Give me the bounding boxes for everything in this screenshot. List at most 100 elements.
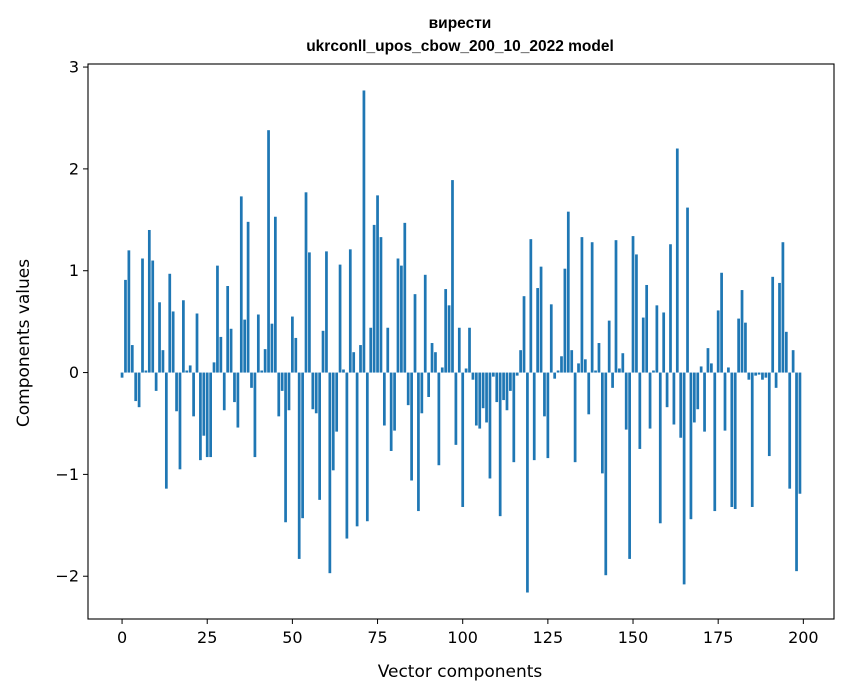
bar-30: [222, 372, 226, 411]
x-tick-label: 25: [197, 628, 217, 647]
bar-61: [328, 372, 332, 574]
bar-158: [658, 372, 662, 524]
bar-100: [461, 372, 465, 507]
bar-88: [420, 372, 424, 414]
bar-50: [291, 316, 294, 373]
bar-183: [744, 322, 747, 373]
bar-33: [233, 372, 236, 403]
bar-184: [747, 372, 751, 380]
bar-113: [505, 372, 509, 411]
bar-55: [308, 252, 311, 373]
bar-36: [243, 319, 247, 373]
bar-198: [795, 372, 798, 572]
bar-52: [297, 372, 301, 559]
bar-74: [372, 224, 376, 373]
bar-65: [342, 369, 345, 373]
bar-8: [147, 229, 151, 373]
bar-78: [386, 327, 390, 373]
bar-169: [696, 372, 700, 410]
bar-181: [737, 318, 740, 373]
bar-166: [686, 207, 689, 373]
bar-147: [621, 353, 625, 373]
bar-19: [185, 370, 189, 373]
bar-188: [761, 372, 764, 380]
bar-197: [791, 350, 795, 373]
bar-160: [665, 372, 669, 408]
bar-168: [692, 372, 696, 423]
bar-146: [618, 368, 621, 373]
plot-frame: [87, 63, 835, 620]
bar-77: [382, 372, 386, 426]
bar-54: [304, 192, 308, 373]
bar-44: [270, 323, 274, 373]
bar-73: [369, 327, 373, 373]
bar-79: [389, 372, 393, 451]
bar-173: [710, 363, 713, 373]
bar-76: [379, 237, 383, 373]
bar-171: [703, 372, 706, 432]
bar-29: [219, 336, 223, 373]
bar-195: [784, 331, 788, 373]
bar-69: [355, 372, 359, 527]
bar-37: [246, 221, 250, 373]
bar-15: [171, 311, 175, 373]
y-tick-label: 2: [69, 159, 79, 178]
bar-143: [607, 320, 611, 373]
bar-75: [376, 195, 379, 373]
bar-91: [430, 343, 434, 373]
bar-190: [767, 372, 771, 457]
bar-180: [733, 372, 737, 510]
bar-59: [321, 330, 325, 373]
bar-86: [413, 294, 417, 373]
bar-40: [256, 314, 260, 373]
bar-60: [325, 251, 328, 373]
bar-177: [723, 372, 727, 431]
x-axis-ticks: 0 25 50 75 100 125 150 175 200: [117, 619, 819, 647]
bar-93: [437, 372, 441, 466]
bar-179: [730, 372, 734, 507]
x-tick-label: 50: [282, 628, 302, 647]
bar-145: [614, 240, 618, 373]
bar-5: [137, 372, 141, 408]
bar-89: [423, 274, 427, 373]
bar-87: [417, 372, 420, 512]
bar-85: [410, 372, 413, 481]
bar-20: [188, 365, 192, 373]
bar-1: [124, 279, 127, 373]
bar-112: [502, 372, 505, 401]
bar-142: [604, 372, 608, 576]
bar-120: [529, 239, 533, 373]
bar-109: [492, 372, 495, 377]
bar-191: [771, 276, 775, 373]
bar-46: [277, 372, 281, 417]
bar-102: [468, 327, 471, 373]
bar-34: [236, 372, 240, 428]
bar-135: [580, 237, 584, 373]
bar-154: [645, 284, 649, 373]
bar-42: [263, 349, 267, 373]
bar-189: [764, 372, 768, 378]
bar-41: [260, 370, 264, 373]
bar-48: [284, 372, 287, 523]
bar-187: [757, 372, 761, 375]
bar-193: [778, 282, 781, 373]
bar-94: [440, 367, 444, 373]
bar-104: [474, 372, 478, 426]
bar-18: [182, 300, 185, 373]
chart-title-line-1: вирести: [429, 15, 492, 32]
bar-27: [212, 362, 216, 373]
bar-12: [161, 350, 165, 373]
bar-35: [239, 196, 243, 373]
bar-0: [120, 372, 124, 378]
bar-151: [635, 254, 638, 373]
y-tick-label: 3: [69, 58, 79, 77]
bar-62: [331, 372, 335, 471]
bar-194: [781, 242, 785, 373]
bar-71: [362, 90, 366, 373]
bar-25: [205, 372, 209, 458]
x-tick-label: 200: [788, 628, 819, 647]
bar-83: [403, 222, 407, 373]
bar-199: [798, 372, 802, 494]
bar-159: [662, 312, 666, 373]
bar-163: [675, 148, 679, 373]
